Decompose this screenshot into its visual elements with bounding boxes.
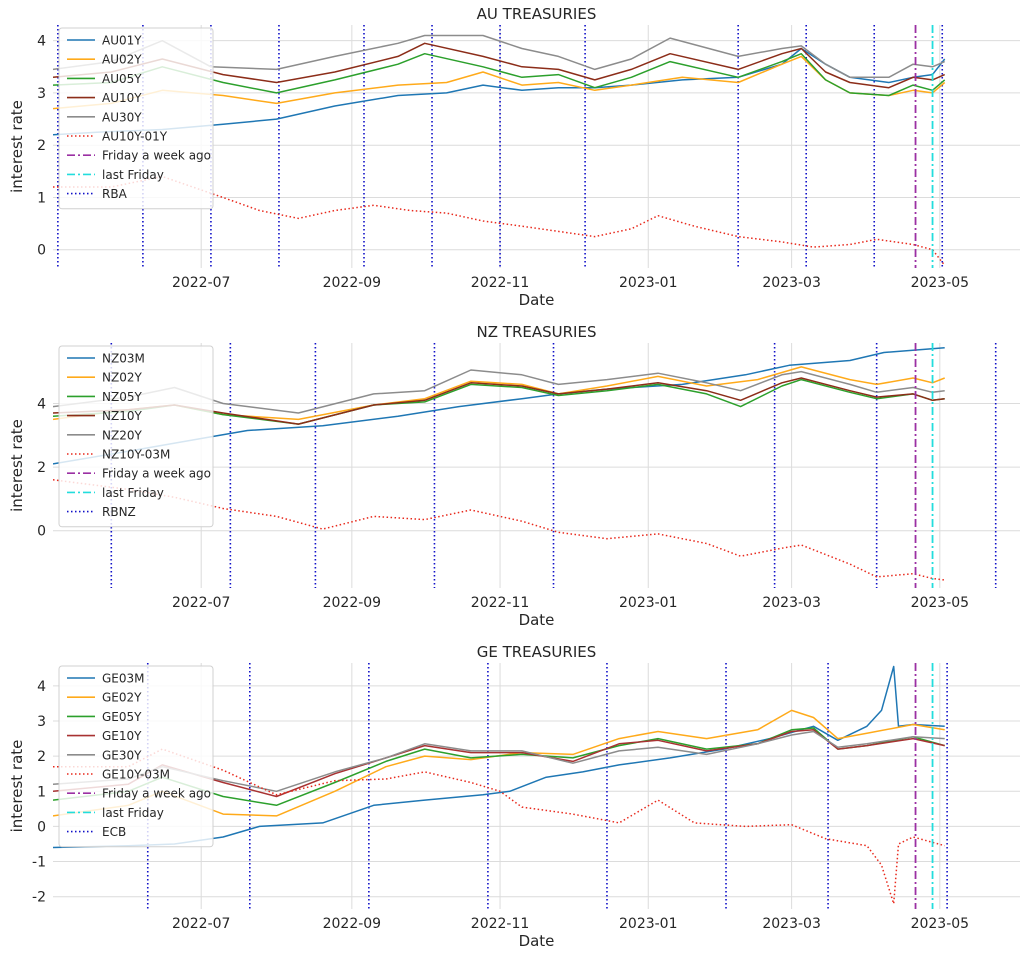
- legend-label: Friday a week ago: [102, 467, 211, 481]
- legend-label: Friday a week ago: [102, 149, 211, 163]
- y-tick-label: 0: [37, 819, 46, 835]
- legend-label: AU10Y-01Y: [102, 130, 168, 144]
- series-line-au10y: [53, 42, 945, 89]
- legend-label: RBNZ: [102, 505, 136, 519]
- y-tick-label: 2: [37, 460, 46, 476]
- x-tick-label: 2023-03: [762, 275, 821, 291]
- legend-label: GE05Y: [102, 710, 142, 724]
- legend-label: NZ05Y: [102, 390, 142, 404]
- legend-box: [58, 27, 214, 210]
- x-tick-label: 2023-01: [619, 916, 678, 932]
- series-line-nz10y-03m: [53, 479, 945, 581]
- x-tick-label: 2023-03: [762, 595, 821, 611]
- legend-label: RBA: [102, 187, 128, 201]
- x-tick-label: 2023-05: [911, 275, 970, 291]
- y-axis-label: interest rate: [8, 419, 26, 512]
- series-line-ge02y: [53, 709, 945, 817]
- legend-label: AU10Y: [102, 91, 142, 105]
- plot-area: [53, 343, 1020, 588]
- y-tick-label: 0: [37, 524, 46, 540]
- series-line-au30y: [53, 34, 945, 79]
- x-tick-label: 2022-09: [323, 916, 382, 932]
- legend-label: AU01Y: [102, 34, 142, 48]
- legend-label: GE10Y-03M: [102, 768, 170, 782]
- legend-label: NZ10Y-03M: [102, 448, 170, 462]
- y-axis-label: interest rate: [8, 740, 26, 833]
- legend: NZ03M NZ02Y NZ05Y NZ10Y NZ20Y NZ10Y-03M Friday…: [58, 345, 214, 528]
- x-tick-label: 2022-11: [471, 916, 530, 932]
- plot-area: [53, 25, 1020, 268]
- chart-title: AU TREASURIES: [477, 5, 597, 23]
- legend: GE03M GE02Y GE05Y GE10Y GE30Y GE10Y-03M Friday…: [58, 665, 214, 848]
- legend-label: GE10Y: [102, 729, 142, 743]
- legend-box: [58, 665, 214, 848]
- y-tick-label: 0: [37, 243, 46, 259]
- x-tick-label: 2023-05: [911, 916, 970, 932]
- y-tick-label: 2: [37, 138, 46, 154]
- legend-label: NZ10Y: [102, 409, 142, 423]
- legend-label: AU05Y: [102, 72, 142, 86]
- legend-label: ECB: [102, 825, 126, 839]
- legend-label: GE30Y: [102, 748, 142, 762]
- chart-panel-1: 0 1 2 3 4 2022-07 2022-09 2022-11 2023-01 2023-03…: [8, 5, 1020, 309]
- series-line-nz20y: [53, 369, 945, 414]
- x-tick-label: 2022-11: [471, 275, 530, 291]
- legend-box: [58, 345, 214, 528]
- x-axis-label: Date: [519, 291, 555, 309]
- legend-label: AU02Y: [102, 53, 142, 67]
- series-line-nz05y: [53, 378, 945, 425]
- legend-label: NZ03M: [102, 352, 145, 366]
- series-line-au05y: [53, 52, 946, 97]
- x-axis-label: Date: [519, 611, 555, 629]
- plot-area: [53, 663, 1020, 909]
- x-tick-label: 2023-01: [619, 595, 678, 611]
- y-tick-label: 4: [37, 679, 46, 695]
- series-line-nz10y: [53, 377, 945, 425]
- legend: AU01Y AU02Y AU05Y AU10Y AU30Y AU10Y-01Y Friday…: [58, 27, 214, 210]
- x-tick-label: 2022-09: [323, 275, 382, 291]
- series-line-ge03m: [53, 665, 945, 849]
- y-tick-label: 3: [37, 714, 46, 730]
- x-tick-label: 2022-11: [471, 595, 530, 611]
- x-tick-label: 2022-07: [172, 275, 231, 291]
- y-tick-label: 4: [37, 34, 46, 50]
- x-tick-label: 2023-01: [619, 275, 678, 291]
- series-line-nz03m: [53, 347, 945, 465]
- x-tick-label: 2022-07: [172, 595, 231, 611]
- legend-label: GE02Y: [102, 691, 142, 705]
- legend-label: Friday a week ago: [102, 787, 211, 801]
- legend-label: last Friday: [102, 806, 164, 820]
- y-tick-label: 1: [37, 784, 46, 800]
- y-tick-label: 4: [37, 396, 46, 412]
- chart-title: GE TREASURIES: [477, 643, 597, 661]
- legend-label: AU30Y: [102, 110, 142, 124]
- x-tick-label: 2023-03: [762, 916, 821, 932]
- y-tick-label: 3: [37, 86, 46, 102]
- legend-label: NZ02Y: [102, 371, 142, 385]
- x-tick-label: 2023-05: [911, 595, 970, 611]
- chart-panel-2: 0 2 4 2022-07 2022-09 2022-11 2023-01 2023-03 20…: [8, 323, 1020, 629]
- x-tick-label: 2022-09: [323, 595, 382, 611]
- y-tick-label: 1: [37, 190, 46, 206]
- series-line-au10y-01y: [53, 175, 946, 266]
- x-tick-label: 2022-07: [172, 916, 231, 932]
- legend-label: last Friday: [102, 486, 164, 500]
- chart-panel-3: -2 -1 0 1 2 3 4 2022-07 2022-09 2022-11 2023-01 202…: [8, 643, 1020, 950]
- legend-label: GE03M: [102, 672, 145, 686]
- y-tick-label: -2: [32, 890, 46, 906]
- y-tick-label: 2: [37, 749, 46, 765]
- series-line-ge30y: [53, 730, 945, 793]
- y-tick-label: -1: [32, 855, 46, 871]
- x-axis-label: Date: [519, 932, 555, 950]
- y-axis-label: interest rate: [8, 100, 26, 193]
- legend-label: last Friday: [102, 168, 164, 182]
- legend-label: NZ20Y: [102, 428, 142, 442]
- chart-title: NZ TREASURIES: [477, 323, 597, 341]
